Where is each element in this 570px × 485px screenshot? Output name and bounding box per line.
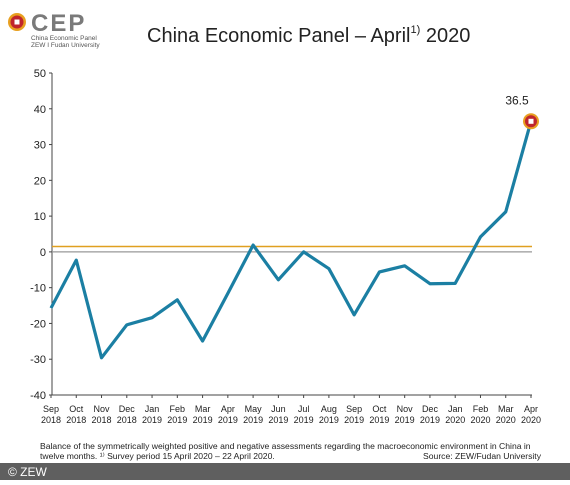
x-tick-label: Mar (498, 404, 514, 414)
footnote: Balance of the symmetrically weighted po… (40, 441, 531, 451)
y-tick-label: -30 (30, 354, 46, 366)
x-tick-label: Jul (298, 404, 310, 414)
x-tick-year: 2019 (142, 415, 162, 425)
x-tick-label: Sep (43, 404, 59, 414)
x-tick-year: 2019 (268, 415, 288, 425)
x-tick-year: 2020 (445, 415, 465, 425)
title-superscript: 1) (410, 24, 420, 36)
title-text: China Economic Panel – April (147, 25, 410, 47)
x-tick-year: 2019 (218, 415, 238, 425)
y-tick-label: 20 (34, 175, 46, 187)
data-label: 36.5 (505, 93, 529, 107)
logo-line: China Economic Panel (31, 35, 97, 42)
x-tick-label: Apr (524, 404, 538, 414)
x-tick-year: 2020 (470, 415, 490, 425)
x-tick-year: 2018 (92, 415, 112, 425)
x-tick-year: 2018 (66, 415, 86, 425)
chart-title: China Economic Panel – April1) 2020 (147, 24, 470, 47)
x-tick-year: 2019 (319, 415, 339, 425)
x-tick-label: Aug (321, 404, 337, 414)
x-tick-label: Dec (119, 404, 136, 414)
x-tick-label: Jan (145, 404, 160, 414)
x-tick-year: 2020 (496, 415, 516, 425)
x-tick-year: 2018 (41, 415, 61, 425)
x-tick-label: Feb (473, 404, 489, 414)
y-tick-label: 50 (34, 68, 46, 80)
source: Source: ZEW/Fudan University (423, 451, 542, 461)
x-tick-year: 2019 (193, 415, 213, 425)
x-tick-label: Feb (170, 404, 186, 414)
x-tick-label: Nov (94, 404, 111, 414)
x-tick-label: Oct (372, 404, 387, 414)
data-line (49, 120, 533, 360)
y-tick-label: -40 (30, 390, 46, 402)
x-tick-year: 2018 (117, 415, 137, 425)
x-tick-year: 2019 (167, 415, 187, 425)
y-tick-label: 10 (34, 211, 46, 223)
x-tick-label: Oct (69, 404, 84, 414)
title-suffix: 2020 (420, 25, 470, 47)
x-tick-year: 2020 (521, 415, 541, 425)
x-tick-label: Apr (221, 404, 235, 414)
x-tick-year: 2019 (344, 415, 364, 425)
copyright: © ZEW (8, 465, 48, 479)
x-tick-year: 2019 (243, 415, 263, 425)
y-tick-label: 40 (34, 104, 46, 116)
logo-line: ZEW I Fudan University (31, 42, 100, 49)
x-tick-label: Jun (271, 404, 286, 414)
footer-bar (0, 463, 570, 480)
x-tick-label: Mar (195, 404, 211, 414)
logo-text: CEP (31, 10, 86, 37)
x-tick-label: May (245, 404, 263, 414)
x-tick-label: Nov (397, 404, 414, 414)
x-tick-year: 2019 (420, 415, 440, 425)
y-tick-label: -10 (30, 283, 46, 295)
y-tick-label: 0 (40, 247, 46, 259)
x-tick-label: Sep (346, 404, 362, 414)
logo-square (14, 19, 20, 25)
y-tick-label: -20 (30, 318, 46, 330)
x-tick-label: Dec (422, 404, 439, 414)
x-tick-year: 2019 (395, 415, 415, 425)
y-tick-label: 30 (34, 140, 46, 152)
last-point-square (528, 118, 534, 124)
x-tick-year: 2019 (294, 415, 314, 425)
x-tick-label: Jan (448, 404, 463, 414)
logo: CEP China Economic Panel ZEW I Fudan Uni… (8, 10, 100, 49)
x-tick-year: 2019 (369, 415, 389, 425)
footnote: twelve months. ¹⁾ Survey period 15 April… (40, 451, 275, 461)
